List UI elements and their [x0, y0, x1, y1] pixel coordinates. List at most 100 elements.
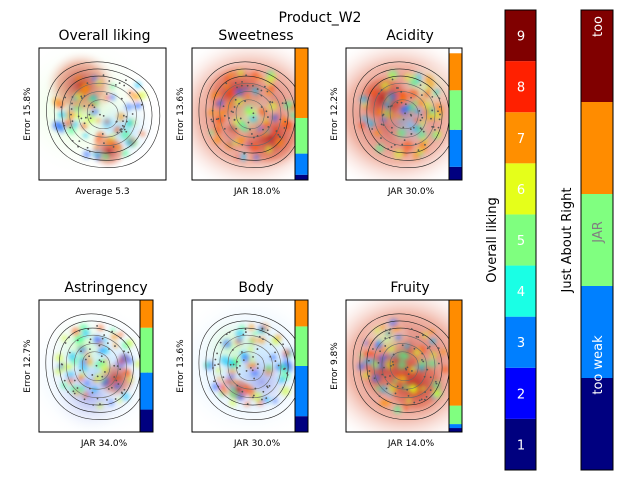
density-speck: [401, 383, 409, 391]
sample-point: [78, 329, 81, 332]
sample-point: [116, 131, 119, 134]
sample-point: [83, 105, 86, 107]
sample-point: [418, 399, 421, 402]
sample-point: [401, 143, 404, 146]
density-speck: [432, 389, 440, 397]
sample-point: [410, 132, 413, 135]
sample-point: [217, 363, 220, 366]
panel-samples: [367, 328, 440, 404]
density-speck: [92, 148, 102, 158]
liking-level-block: [505, 316, 536, 368]
panel-field: [192, 48, 308, 180]
sample-point: [379, 350, 381, 353]
density-speck: [271, 114, 280, 123]
sample-point: [368, 375, 371, 378]
density-speck: [245, 93, 251, 99]
sample-point: [121, 392, 124, 395]
density-speck: [93, 145, 100, 151]
contour-line: [219, 334, 282, 398]
jar-strip-segment: [140, 372, 153, 410]
panel-contours: [46, 61, 161, 168]
density-speck: [99, 345, 110, 355]
panel-samples: [60, 74, 143, 153]
panel-xlabel: JAR 14.0%: [387, 439, 435, 449]
sample-point: [61, 363, 64, 366]
sample-point: [378, 143, 381, 146]
density-speck: [61, 335, 68, 342]
sample-point: [421, 352, 424, 355]
sample-point: [406, 366, 409, 369]
sample-point: [391, 78, 394, 81]
sample-point: [98, 359, 101, 362]
liking-level-block: [505, 163, 536, 215]
sample-point: [260, 94, 263, 97]
liking-level-label: 9: [517, 30, 525, 45]
sample-point: [406, 388, 409, 391]
sample-point: [389, 105, 392, 108]
sample-point: [236, 360, 238, 363]
density-speck: [211, 382, 220, 392]
sample-point: [378, 395, 381, 398]
sample-point: [96, 397, 99, 400]
sample-point: [234, 98, 237, 101]
sample-point: [223, 127, 226, 130]
panel-xlabel: JAR 18.0%: [233, 187, 281, 197]
sample-point: [249, 366, 252, 369]
sample-point: [88, 150, 91, 153]
contour-line: [366, 75, 443, 154]
sample-point: [384, 329, 387, 332]
sample-point: [64, 342, 67, 344]
density-speck: [406, 397, 412, 404]
density-speck: [242, 384, 253, 395]
sample-point: [423, 398, 426, 401]
sample-point: [64, 96, 67, 99]
density-speck: [74, 105, 82, 112]
contour-line: [227, 91, 273, 138]
sample-point: [251, 369, 254, 372]
sample-point: [71, 96, 74, 98]
sample-point: [422, 334, 424, 337]
sample-point: [101, 337, 104, 340]
density-speck: [408, 365, 417, 374]
panel-specks: [357, 318, 449, 414]
sample-point: [415, 335, 418, 338]
density-speck: [403, 352, 410, 360]
sample-point: [420, 113, 423, 116]
sample-point: [377, 92, 380, 95]
sample-point: [118, 82, 121, 84]
sample-point: [262, 390, 265, 393]
panel-ylabel: Error 9.8%: [330, 342, 340, 390]
sample-point: [243, 152, 246, 155]
sample-point: [284, 102, 287, 105]
liking-level-label: 4: [517, 285, 525, 300]
density-speck: [115, 144, 122, 151]
sample-point: [262, 369, 265, 372]
sample-point: [389, 375, 391, 377]
density-speck: [272, 398, 278, 404]
sample-point: [256, 367, 259, 370]
sample-point: [99, 403, 101, 405]
sample-point: [250, 142, 253, 145]
sample-point: [86, 146, 89, 149]
density-speck: [264, 145, 273, 154]
sample-point: [123, 350, 125, 353]
sample-point: [214, 364, 216, 367]
density-speck: [371, 360, 380, 369]
liking-level-block: [505, 61, 536, 113]
contour-line: [74, 343, 119, 390]
jar-strip-segment: [295, 300, 308, 327]
density-speck: [440, 348, 447, 356]
sample-point: [93, 106, 96, 109]
density-speck: [102, 152, 110, 161]
panel-ylabel: Error 12.2%: [330, 87, 340, 141]
density-speck: [54, 367, 62, 375]
sample-point: [225, 333, 228, 336]
sample-point: [106, 342, 109, 345]
sample-point: [410, 96, 412, 99]
sample-point: [99, 113, 101, 116]
sample-point: [107, 388, 110, 390]
density-speck: [117, 331, 124, 338]
sample-point: [384, 337, 387, 340]
sample-point: [236, 384, 239, 387]
contour-line: [227, 343, 273, 390]
